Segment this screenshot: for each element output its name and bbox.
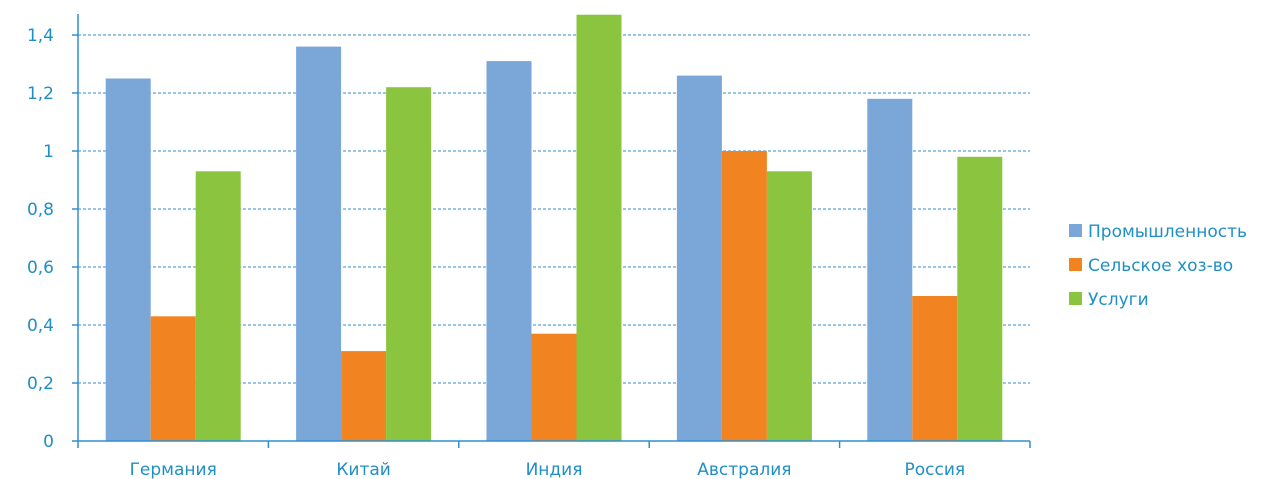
- legend-swatch: [1069, 224, 1082, 237]
- bar: [386, 87, 432, 441]
- legend-label: Сельское хоз-во: [1088, 256, 1233, 276]
- bar: [341, 351, 387, 441]
- bar: [576, 14, 622, 441]
- bar: [531, 333, 577, 441]
- bar: [486, 61, 532, 441]
- legend: Промышленность Сельское хоз-во Услуги: [1069, 222, 1247, 310]
- y-tick-label: 0,2: [27, 374, 54, 394]
- legend-label: Промышленность: [1088, 222, 1247, 242]
- y-tick-label: 0,8: [27, 200, 54, 220]
- y-tick-label: 1,4: [27, 26, 54, 46]
- legend-swatch: [1069, 258, 1082, 271]
- bar: [150, 316, 196, 441]
- legend-swatch: [1069, 292, 1082, 305]
- y-tick-label: 1,2: [27, 84, 54, 104]
- x-category-label: Россия: [904, 460, 965, 479]
- y-tick-label: 0: [43, 432, 54, 452]
- x-category-label: Австралия: [697, 460, 791, 479]
- bar: [912, 296, 958, 441]
- bar: [195, 171, 241, 442]
- bar: [957, 156, 1003, 442]
- y-tick-label: 0,6: [27, 258, 54, 278]
- bar: [296, 46, 342, 441]
- bar: [867, 98, 913, 442]
- bar: [676, 75, 722, 441]
- x-category-label: Германия: [130, 460, 217, 479]
- axes: 0 0,2 0,4 0,6 0,8 1 1,2 1,4 Германия Китай Индия Ав…: [27, 14, 1031, 479]
- bar: [105, 78, 151, 441]
- x-category-label: Китай: [336, 460, 391, 479]
- y-tick-label: 0,4: [27, 316, 54, 336]
- x-category-label: Индия: [526, 460, 583, 479]
- bars: [105, 14, 1003, 442]
- y-tick-label: 1: [43, 142, 54, 162]
- legend-label: Услуги: [1088, 290, 1149, 310]
- bar: [721, 151, 767, 441]
- bar: [766, 171, 812, 442]
